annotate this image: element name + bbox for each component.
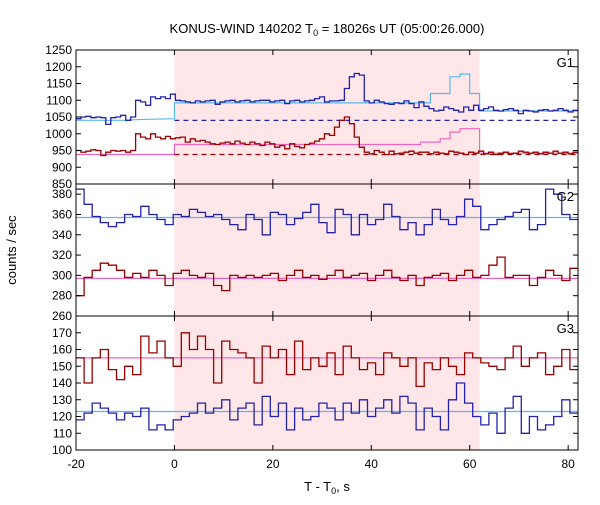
panel-g1: 850 900 950 1000 1050 1100 1150 1200 1250 G1 <box>45 43 579 191</box>
y-tick-label: 360 <box>52 207 72 221</box>
x-tick-label: 80 <box>561 457 575 471</box>
y-tick-label: 160 <box>52 343 72 357</box>
panel-data <box>76 188 578 297</box>
y-tick-label: 1150 <box>46 77 72 91</box>
panel-data <box>76 332 578 434</box>
x-tick-label: 40 <box>365 457 379 471</box>
source-interval-shade <box>174 184 480 316</box>
lightcurve-series-2 <box>76 332 578 388</box>
chart-title-main: KONUS-WIND 140202 T <box>170 21 314 36</box>
panel-data <box>76 72 578 157</box>
y-tick-label: 900 <box>52 160 72 174</box>
y-tick-label: 1200 <box>45 60 72 74</box>
x-tick-label: 0 <box>171 457 178 471</box>
y-tick-label: 950 <box>52 144 72 158</box>
source-interval-shade <box>174 50 480 184</box>
panel-label: G2 <box>557 189 574 204</box>
lightcurve-series-1 <box>76 188 578 236</box>
lightcurve-series-2 <box>76 256 578 297</box>
panel-g2: 260 280 300 320 340 360 380 G2 <box>52 183 579 323</box>
x-tick-label: -20 <box>67 457 85 471</box>
y-tick-label: 150 <box>52 359 72 373</box>
y-tick-label: 340 <box>52 228 72 242</box>
panel-label: G3 <box>557 321 574 336</box>
y-tick-label: 170 <box>52 326 72 340</box>
y-tick-label: 260 <box>52 309 72 323</box>
chart-title-rest: = 18026s UT (05:00:26.000) <box>318 21 484 36</box>
chart-title-subscript: 0 <box>313 28 318 38</box>
y-tick-label: 1050 <box>45 110 72 124</box>
chart-title: KONUS-WIND 140202 T0 = 18026s UT (05:00:… <box>170 21 485 38</box>
y-tick-label: 300 <box>52 268 72 282</box>
y-tick-label: 100 <box>52 443 72 457</box>
y-tick-label: 1100 <box>46 93 72 107</box>
y-axis-label: counts / sec <box>4 215 19 285</box>
x-axis-label: T - T0, s <box>304 479 350 496</box>
y-tick-label: 280 <box>52 289 72 303</box>
y-tick-label: 110 <box>53 426 72 440</box>
y-tick-label: 140 <box>52 376 72 390</box>
x-axis-label-subscript: 0 <box>331 486 336 496</box>
y-tick-label: 380 <box>52 187 72 201</box>
y-tick-label: 850 <box>52 177 72 191</box>
y-tick-label: 320 <box>52 248 72 262</box>
plot-layer: 850900950100010501100115012001250G126028… <box>45 43 579 471</box>
y-tick-label: 1250 <box>45 43 72 57</box>
y-tick-label: 130 <box>52 393 72 407</box>
panel-g3: 100 110 120 130 140 150 160 170 G3 <box>52 315 579 457</box>
source-interval-shade <box>174 316 480 450</box>
y-tick-label: 120 <box>52 410 72 424</box>
fit-line-1 <box>76 73 578 121</box>
x-axis-label-main: T - T <box>304 479 331 494</box>
x-axis-label-rest: , s <box>336 479 350 494</box>
x-tick-label: 60 <box>463 457 477 471</box>
lightcurve-series-2 <box>76 116 578 157</box>
lightcurve-series-1 <box>76 382 578 434</box>
x-tick-label: 20 <box>266 457 280 471</box>
y-tick-label: 1000 <box>45 127 72 141</box>
lightcurve-series-1 <box>76 72 578 126</box>
panel-label: G1 <box>557 55 574 70</box>
